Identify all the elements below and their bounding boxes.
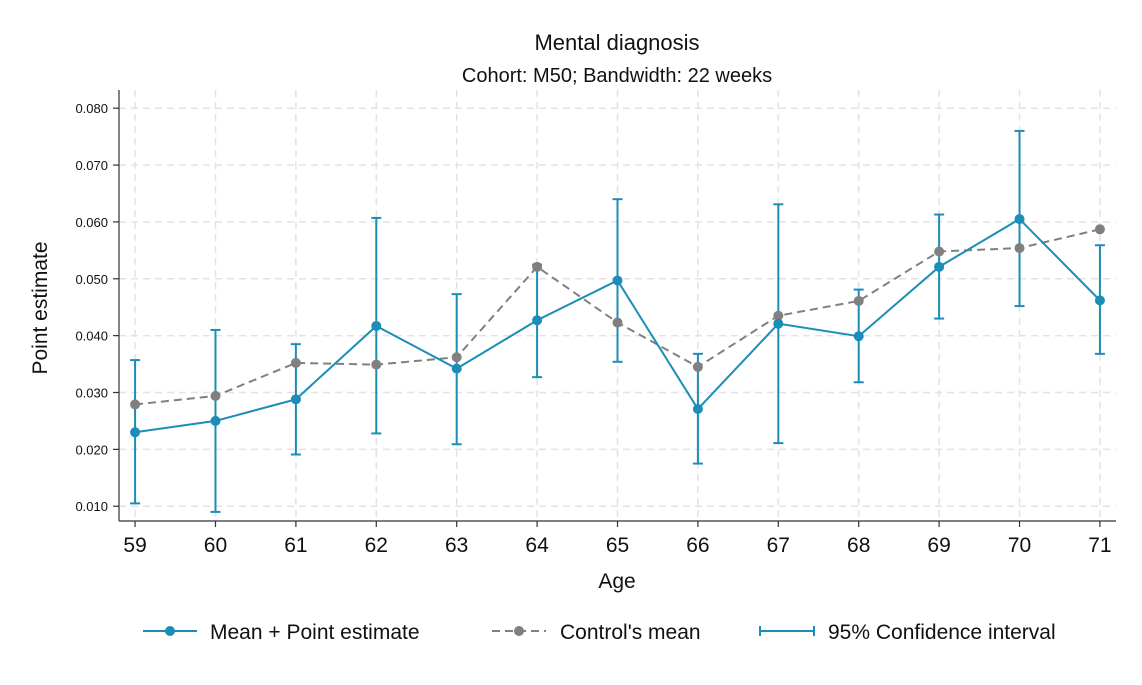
point-point-estimate	[853, 331, 864, 342]
x-axis-label: Age	[598, 570, 635, 593]
point-point-estimate	[210, 415, 221, 426]
chart-subtitle: Cohort: M50; Bandwidth: 22 weeks	[462, 65, 772, 87]
point-point-estimate	[451, 363, 462, 374]
point-control-mean	[130, 399, 141, 410]
y-tick-label: 0.060	[75, 215, 108, 230]
x-tick-labels: 59 60 61 62 63 64 65 66 67 68 69 70 71	[123, 534, 1111, 557]
point-point-estimate	[1014, 214, 1025, 225]
point-point-estimate	[934, 261, 945, 272]
point-control-mean	[692, 361, 703, 372]
axes	[113, 90, 1116, 527]
legend-item-point-estimate: Mean + Point estimate	[143, 621, 420, 644]
legend-label-confidence-interval: 95% Confidence interval	[828, 621, 1056, 644]
point-point-estimate	[532, 315, 543, 326]
y-tick-label: 0.030	[75, 385, 108, 400]
legend-item-control-mean: Control's mean	[492, 621, 701, 644]
y-tick-labels: 0.010 0.020 0.030 0.040 0.050 0.060 0.070 0.080	[75, 101, 108, 514]
x-tick-label: 62	[365, 534, 388, 557]
y-tick-label: 0.070	[75, 158, 108, 173]
point-point-estimate	[1094, 295, 1105, 306]
y-axis-label: Point estimate	[29, 241, 52, 374]
legend-marker-point-estimate	[165, 626, 175, 636]
x-tick-label: 63	[445, 534, 468, 557]
x-tick-label: 70	[1008, 534, 1031, 557]
point-point-estimate	[371, 320, 382, 331]
x-tick-label: 65	[606, 534, 629, 557]
point-control-mean	[532, 261, 543, 272]
y-tick-label: 0.020	[75, 442, 108, 457]
point-control-mean	[612, 317, 623, 328]
x-tick-label: 67	[767, 534, 790, 557]
point-control-mean	[451, 352, 462, 363]
y-tick-label: 0.040	[75, 329, 108, 344]
x-tick-label: 66	[686, 534, 709, 557]
point-control-mean	[290, 357, 301, 368]
y-tick-label: 0.010	[75, 499, 108, 514]
chart-title: Mental diagnosis	[534, 30, 699, 55]
series-lines	[130, 214, 1105, 438]
point-control-mean	[1094, 224, 1105, 235]
legend-marker-control-mean	[514, 626, 524, 636]
point-point-estimate	[773, 318, 784, 329]
point-point-estimate	[692, 403, 703, 414]
point-control-mean	[853, 295, 864, 306]
x-tick-label: 59	[123, 534, 146, 557]
x-tick-label: 68	[847, 534, 870, 557]
y-tick-label: 0.080	[75, 101, 108, 116]
point-control-mean	[210, 390, 221, 401]
x-tick-label: 64	[525, 534, 549, 557]
point-point-estimate	[130, 427, 141, 438]
legend-item-confidence-interval: 95% Confidence interval	[759, 621, 1056, 644]
legend: Mean + Point estimate Control's mean 95%…	[143, 621, 1056, 644]
point-control-mean	[1014, 243, 1025, 254]
x-tick-label: 71	[1088, 534, 1111, 557]
y-tick-label: 0.050	[75, 272, 108, 287]
point-control-mean	[934, 246, 945, 257]
point-control-mean	[773, 310, 784, 321]
x-tick-label: 61	[284, 534, 307, 557]
legend-label-point-estimate: Mean + Point estimate	[210, 621, 420, 644]
x-tick-label: 69	[927, 534, 950, 557]
point-control-mean	[371, 359, 382, 370]
point-point-estimate	[290, 394, 301, 405]
point-point-estimate	[612, 275, 623, 286]
x-tick-label: 60	[204, 534, 227, 557]
legend-label-control-mean: Control's mean	[560, 621, 701, 644]
